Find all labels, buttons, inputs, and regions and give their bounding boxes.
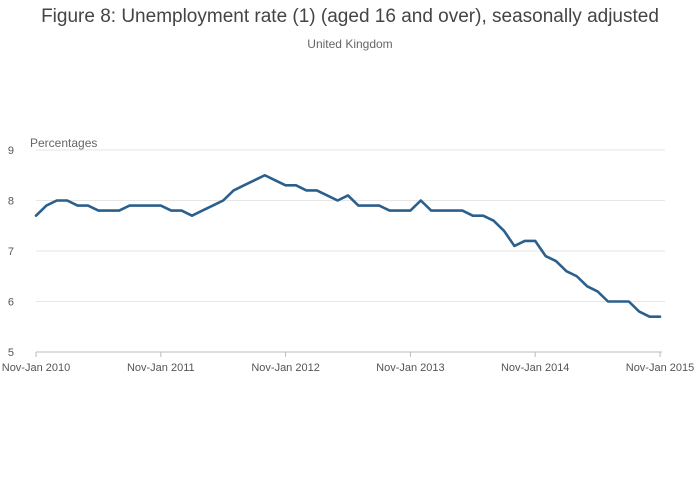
data-point[interactable] [41,201,51,211]
data-point[interactable] [291,180,301,190]
data-point[interactable] [312,185,322,195]
data-point[interactable] [52,196,62,206]
y-tick-label: 5 [8,347,14,359]
data-point[interactable] [333,196,343,206]
chart-subtitle: United Kingdom [307,37,393,51]
data-point[interactable] [530,236,540,246]
y-tick-label: 7 [8,246,14,258]
data-point[interactable] [353,201,363,211]
data-point[interactable] [218,196,228,206]
data-point[interactable] [395,206,405,216]
y-axis-label: Percentages [30,136,97,150]
data-point[interactable] [655,312,665,322]
y-tick-label: 9 [8,145,14,157]
data-point[interactable] [208,201,218,211]
data-point[interactable] [93,206,103,216]
data-point[interactable] [385,206,395,216]
x-axis: Nov-Jan 2010 Nov-Jan 2011 Nov-Jan 2012 Nov-… [2,351,695,374]
data-point[interactable] [603,297,613,307]
data-point[interactable] [405,206,415,216]
data-point[interactable] [582,281,592,291]
data-point[interactable] [572,271,582,281]
data-point[interactable] [416,196,426,206]
data-point[interactable] [270,175,280,185]
y-axis-ticks: 5 6 7 8 9 [8,145,14,359]
data-point[interactable] [31,211,41,221]
data-point[interactable] [499,226,509,236]
data-point[interactable] [104,206,114,216]
data-point[interactable] [374,201,384,211]
data-point[interactable] [83,201,93,211]
data-point[interactable] [249,175,259,185]
data-point[interactable] [426,206,436,216]
y-tick-label: 6 [8,297,14,309]
x-tick-label: Nov-Jan 2011 [127,362,195,374]
y-tick-label: 8 [8,196,14,208]
data-point[interactable] [301,185,311,195]
data-point[interactable] [135,201,145,211]
data-point[interactable] [478,211,488,221]
data-point[interactable] [229,185,239,195]
data-point[interactable] [177,206,187,216]
data-point[interactable] [593,286,603,296]
data-point[interactable] [489,216,499,226]
data-point[interactable] [343,190,353,200]
data-point[interactable] [322,190,332,200]
data-point[interactable] [624,297,634,307]
chart-title: Figure 8: Unemployment rate (1) (aged 16… [41,6,659,27]
data-point[interactable] [613,297,623,307]
x-tick-label: Nov-Jan 2014 [501,362,570,374]
data-point[interactable] [541,251,551,261]
data-point[interactable] [260,170,270,180]
data-point[interactable] [114,206,124,216]
data-point[interactable] [457,206,467,216]
series-group [31,170,665,322]
data-point[interactable] [468,211,478,221]
data-point[interactable] [73,201,83,211]
data-point[interactable] [437,206,447,216]
data-point[interactable] [197,206,207,216]
x-tick-label: Nov-Jan 2010 [2,362,71,374]
data-point[interactable] [520,236,530,246]
data-point[interactable] [645,312,655,322]
data-point[interactable] [187,211,197,221]
series-line-0 [34,173,662,318]
x-tick-label: Nov-Jan 2013 [376,362,445,374]
data-point[interactable] [509,241,519,251]
data-point[interactable] [166,206,176,216]
data-point[interactable] [125,201,135,211]
data-point[interactable] [62,196,72,206]
gridlines [36,149,665,302]
data-point[interactable] [364,201,374,211]
data-point[interactable] [447,206,457,216]
data-point[interactable] [561,266,571,276]
data-point[interactable] [239,180,249,190]
data-point[interactable] [551,256,561,266]
x-tick-label: Nov-Jan 2015 [626,362,695,374]
data-point[interactable] [145,201,155,211]
data-point[interactable] [156,201,166,211]
data-point[interactable] [634,307,644,317]
data-point[interactable] [281,180,291,190]
x-tick-label: Nov-Jan 2012 [251,362,320,374]
